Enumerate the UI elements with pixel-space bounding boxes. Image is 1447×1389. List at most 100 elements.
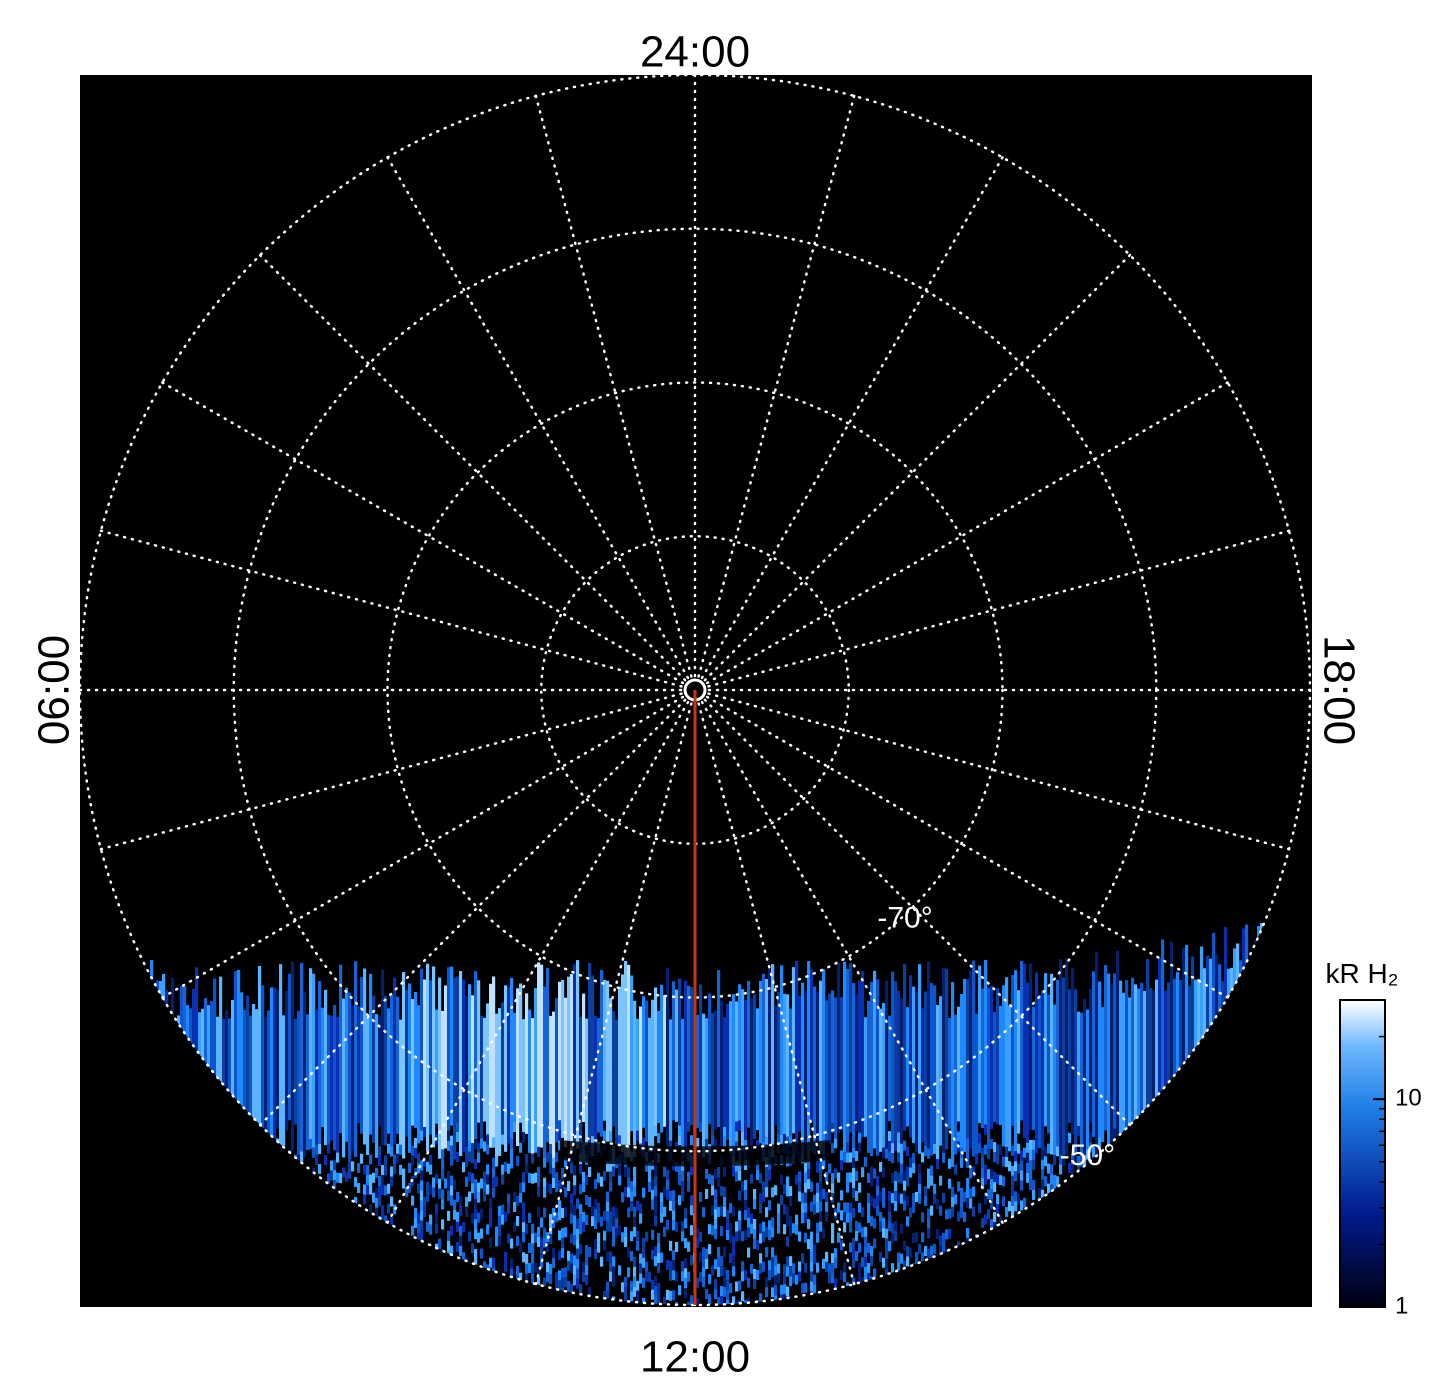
emission-speck — [798, 1271, 802, 1282]
emission-speck — [573, 1215, 577, 1226]
emission-speck — [885, 1268, 889, 1279]
emission-speck — [1020, 1150, 1024, 1161]
emission-speck — [516, 1155, 520, 1166]
emission-speck — [819, 1171, 823, 1182]
emission-speck — [498, 1215, 502, 1226]
emission-speck — [537, 1186, 541, 1197]
emission-speck — [462, 1162, 466, 1173]
emission-streak — [345, 987, 349, 1142]
emission-speck — [819, 1161, 823, 1172]
emission-speck — [1002, 1306, 1005, 1316]
emission-speck — [510, 1148, 514, 1159]
emission-speck — [561, 1277, 565, 1288]
emission-speck — [420, 1170, 424, 1181]
emission-speck — [585, 1255, 589, 1266]
emission-speck — [507, 1163, 511, 1174]
emission-speck — [909, 1247, 913, 1258]
emission-speck — [933, 1193, 937, 1204]
emission-speck — [921, 1212, 925, 1223]
emission-speck — [1056, 1146, 1060, 1157]
emission-speck — [369, 1174, 373, 1185]
emission-streak — [1011, 975, 1015, 1126]
emission-speck — [471, 1173, 475, 1184]
emission-speck — [642, 1137, 646, 1148]
emission-speck — [651, 1229, 655, 1240]
emission-speck — [990, 1179, 994, 1190]
emission-streak — [1131, 977, 1135, 1158]
emission-speck — [732, 1166, 736, 1177]
emission-speck — [357, 1183, 361, 1194]
emission-speck — [864, 1256, 868, 1267]
emission-speck — [885, 1238, 889, 1249]
emission-speck — [567, 1180, 571, 1191]
emission-speck — [606, 1221, 610, 1232]
emission-speck — [726, 1279, 730, 1290]
emission-streak — [1038, 995, 1042, 1149]
emission-speck — [492, 1157, 496, 1168]
emission-speck — [798, 1171, 802, 1182]
emission-speck — [738, 1120, 742, 1131]
emission-speck — [1089, 1142, 1093, 1153]
emission-speck — [819, 1191, 823, 1202]
emission-speck — [1014, 1151, 1018, 1162]
emission-speck — [1011, 1205, 1015, 1216]
emission-speck — [609, 1261, 613, 1272]
emission-speck — [900, 1143, 904, 1154]
emission-speck — [768, 1260, 772, 1271]
emission-speck — [1131, 1308, 1134, 1318]
emission-speck — [456, 1131, 460, 1142]
emission-streak — [1041, 990, 1045, 1150]
emission-speck — [1128, 1307, 1131, 1317]
emission-speck — [1047, 1143, 1051, 1154]
emission-speck — [228, 1310, 231, 1320]
emission-speck — [858, 1122, 862, 1133]
emission-speck — [456, 1211, 460, 1222]
emission-streak — [720, 1000, 724, 1147]
emission-speck — [753, 1228, 757, 1239]
emission-speck — [609, 1161, 613, 1172]
emission-speck — [801, 1193, 805, 1204]
emission-speck — [891, 1233, 895, 1244]
emission-streak — [798, 995, 802, 1132]
emission-speck — [582, 1212, 586, 1223]
emission-speck — [435, 1213, 439, 1224]
emission-speck — [765, 1227, 769, 1238]
emission-streak — [591, 975, 595, 1137]
emission-speck — [450, 1175, 454, 1186]
emission-speck — [732, 1236, 736, 1247]
emission-streak — [765, 979, 769, 1138]
emission-speck — [738, 1230, 742, 1241]
emission-speck — [630, 1191, 634, 1202]
emission-speck — [501, 1174, 505, 1185]
emission-speck — [492, 1167, 496, 1178]
emission-streak — [222, 1019, 226, 1138]
emission-speck — [993, 1222, 997, 1233]
emission-streak — [519, 983, 523, 1123]
emission-streak — [642, 996, 646, 1128]
emission-speck — [576, 1198, 580, 1209]
emission-speck — [651, 1249, 655, 1260]
emission-streak — [1029, 963, 1033, 1130]
emission-speck — [606, 1251, 610, 1262]
emission-speck — [1044, 1306, 1047, 1316]
emission-streak — [864, 1017, 868, 1127]
emission-streak — [327, 1014, 331, 1144]
emission-speck — [771, 1287, 775, 1298]
emission-streak — [1185, 944, 1189, 1158]
emission-speck — [1020, 1200, 1024, 1211]
emission-speck — [723, 1266, 727, 1277]
emission-speck — [744, 1270, 748, 1281]
emission-speck — [1137, 1309, 1140, 1319]
emission-speck — [831, 1173, 835, 1184]
emission-speck — [597, 1172, 601, 1183]
emission-speck — [906, 1146, 910, 1157]
emission-speck — [879, 1251, 883, 1262]
emission-speck — [891, 1173, 895, 1184]
emission-speck — [666, 1259, 670, 1270]
emission-speck — [738, 1190, 742, 1201]
emission-speck — [873, 1268, 877, 1279]
emission-speck — [375, 1197, 379, 1208]
emission-speck — [318, 1144, 322, 1154]
emission-speck — [504, 1161, 508, 1172]
emission-speck — [492, 1187, 496, 1198]
